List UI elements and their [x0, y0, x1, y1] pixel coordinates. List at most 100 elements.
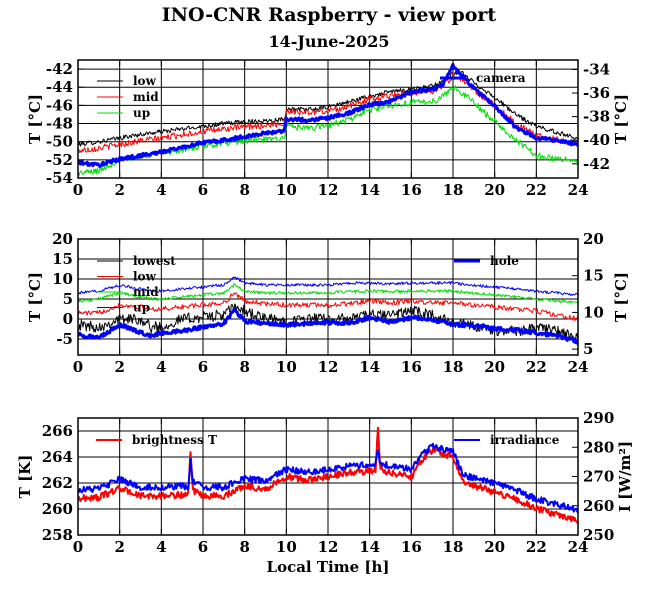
panel-3: 0 2 4 6 8 10 12 14 16 18 20 22 242582602622642662502…	[16, 409, 634, 556]
y-tick-label: -50	[46, 133, 73, 151]
y-tick-label: 262	[42, 474, 73, 492]
y-axis-label: T [°C]	[26, 94, 44, 144]
x-tick-label: 8	[239, 358, 249, 376]
series-line-up	[78, 276, 578, 297]
x-tick-label: 16	[401, 181, 422, 199]
y-tick-label: -46	[46, 96, 73, 114]
x-tick-label: 10	[276, 181, 297, 199]
y2-tick-label: -34	[583, 60, 610, 78]
legend-label-right: irradiance	[490, 433, 560, 447]
series-line-low	[78, 292, 578, 322]
x-tick-label: 6	[198, 358, 208, 376]
x-tick-label: 10	[276, 538, 297, 556]
y2-tick-label: -38	[583, 108, 610, 126]
y-axis-label: T [°C]	[26, 272, 44, 322]
series-line-low	[78, 71, 578, 147]
x-tick-label: 18	[443, 538, 464, 556]
y2-tick-label: 270	[583, 468, 614, 486]
x-tick-label: 8	[239, 181, 249, 199]
x-tick-label: 10	[276, 358, 297, 376]
x-tick-label: 20	[484, 181, 505, 199]
x-tick-label: 4	[156, 358, 166, 376]
panel-2: 0 2 4 6 8 10 12 14 16 18 20 22 24-5051015205101520T …	[26, 230, 630, 376]
y2-axis-label: I [W/m²]	[616, 441, 634, 512]
legend-label: lowest	[133, 254, 176, 268]
x-tick-label: 20	[484, 358, 505, 376]
series-line-lowest	[78, 303, 578, 342]
x-tick-label: 4	[156, 181, 166, 199]
y-tick-label: -5	[56, 330, 73, 348]
series-line-mid	[78, 73, 578, 153]
x-tick-label: 24	[568, 538, 589, 556]
y-tick-label: -42	[46, 60, 73, 78]
x-tick-label: 0	[73, 358, 83, 376]
panel-1: 0 2 4 6 8 10 12 14 16 18 20 22 24-54-52-50-48-46-44-…	[26, 59, 630, 199]
x-axis-label: Local Time [h]	[267, 558, 390, 576]
y-tick-label: 260	[42, 500, 73, 518]
x-tick-label: 22	[526, 538, 547, 556]
x-tick-label: 18	[443, 358, 464, 376]
x-tick-label: 14	[359, 181, 380, 199]
y2-tick-label: 260	[583, 497, 614, 515]
x-tick-label: 20	[484, 538, 505, 556]
y2-tick-label: 290	[583, 409, 614, 427]
x-tick-label: 2	[114, 358, 124, 376]
y2-tick-label: -36	[583, 84, 610, 102]
y-tick-label: 266	[42, 422, 73, 440]
x-tick-label: 14	[359, 358, 380, 376]
y-tick-label: 20	[52, 230, 73, 248]
y-tick-label: 15	[52, 250, 73, 268]
x-tick-label: 24	[568, 358, 589, 376]
series-group	[78, 62, 578, 177]
x-tick-label: 22	[526, 358, 547, 376]
x-tick-label: 6	[198, 181, 208, 199]
y2-tick-label: 250	[583, 526, 614, 544]
x-tick-label: 0	[73, 181, 83, 199]
y-tick-label: 0	[63, 310, 73, 328]
y2-tick-label: -42	[583, 155, 610, 173]
legend-label: mid	[133, 285, 159, 299]
y-tick-label: 264	[42, 448, 73, 466]
chart-title: INO-CNR Raspberry - view port	[162, 4, 497, 26]
y2-axis-label: T [°C]	[612, 94, 630, 144]
y-tick-label: -54	[46, 169, 73, 187]
series-line-hole	[78, 307, 578, 345]
series-line-irradiance	[78, 442, 578, 514]
x-tick-label: 6	[198, 538, 208, 556]
x-tick-label: 24	[568, 181, 589, 199]
x-tick-label: 12	[318, 181, 339, 199]
y-tick-label: 258	[42, 526, 73, 544]
y2-tick-label: -40	[583, 131, 610, 149]
series-line-camera	[78, 62, 578, 168]
legend-label-right: camera	[476, 71, 526, 85]
y2-tick-label: 5	[583, 340, 593, 358]
y2-tick-label: 20	[583, 230, 604, 248]
x-tick-label: 12	[318, 358, 339, 376]
y-tick-label: -48	[46, 115, 73, 133]
y-tick-label: 5	[63, 290, 73, 308]
x-tick-label: 2	[114, 181, 124, 199]
x-tick-label: 18	[443, 181, 464, 199]
legend-label: up	[133, 301, 150, 315]
series-group	[78, 426, 578, 524]
series-line-mid	[78, 283, 578, 305]
x-tick-label: 22	[526, 181, 547, 199]
legend-label: brightness T	[132, 433, 217, 447]
x-tick-label: 14	[359, 538, 380, 556]
legend-label-right: hole	[490, 254, 519, 268]
series-line-brightness-T	[78, 426, 578, 524]
x-tick-label: 0	[73, 538, 83, 556]
x-tick-label: 16	[401, 358, 422, 376]
x-tick-label: 8	[239, 538, 249, 556]
legend-label: low	[133, 74, 157, 88]
series-group	[78, 276, 578, 345]
y2-tick-label: 280	[583, 438, 614, 456]
x-tick-label: 2	[114, 538, 124, 556]
x-tick-label: 12	[318, 538, 339, 556]
y-tick-label: -52	[46, 151, 73, 169]
legend-label: up	[133, 106, 150, 120]
y2-tick-label: 10	[583, 303, 604, 321]
x-tick-label: 16	[401, 538, 422, 556]
x-tick-label: 4	[156, 538, 166, 556]
